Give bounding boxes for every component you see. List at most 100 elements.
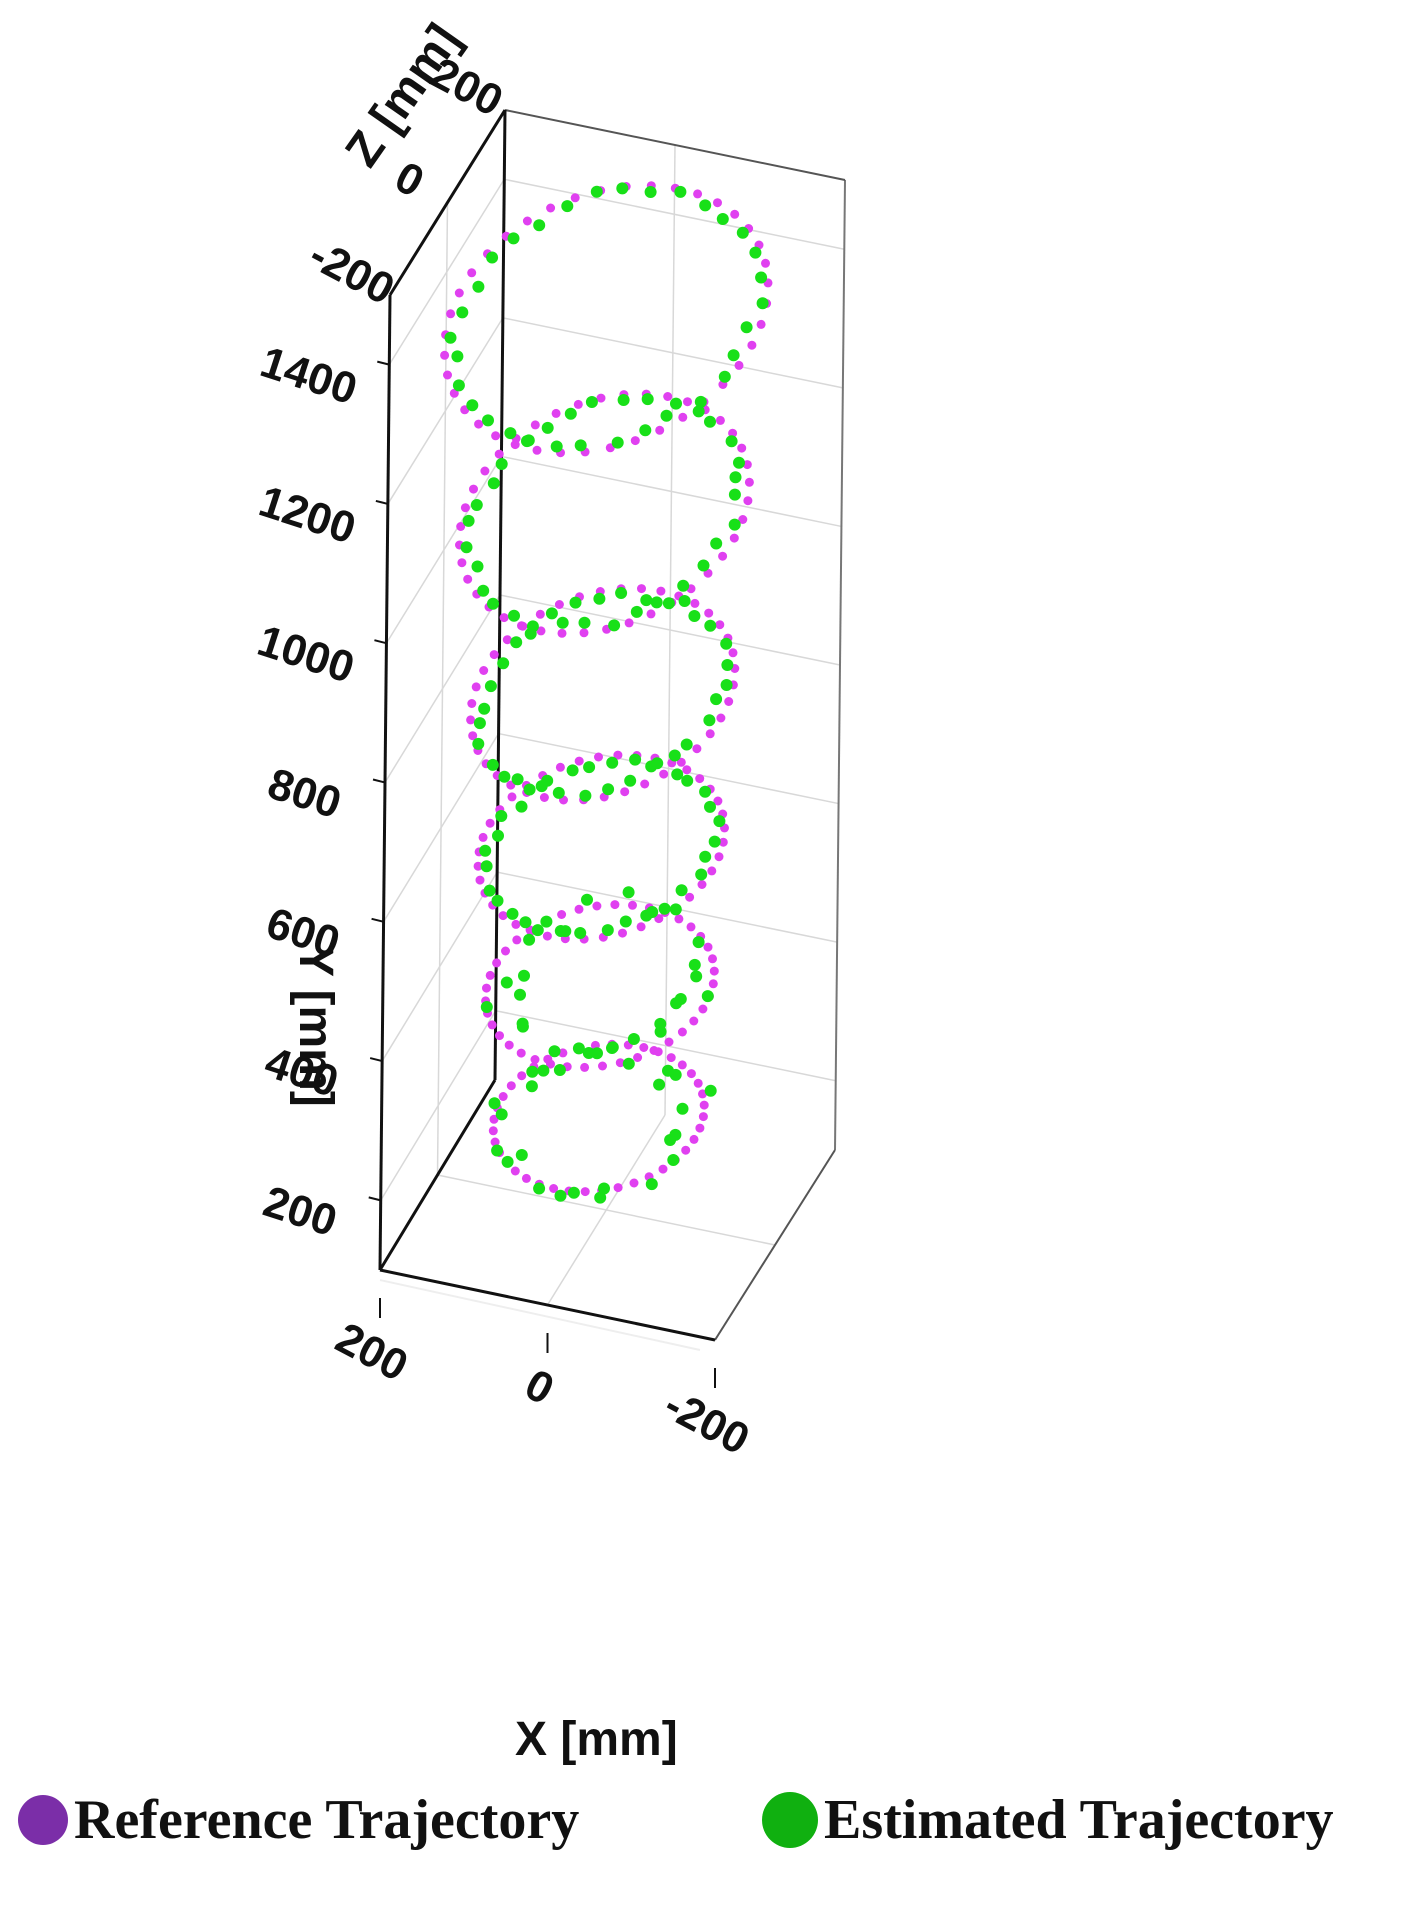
estimated-point	[452, 379, 465, 392]
reference-point	[715, 620, 725, 630]
estimated-point	[692, 936, 705, 949]
estimated-point	[554, 925, 567, 937]
estimated-point	[721, 659, 734, 671]
reference-point	[708, 979, 718, 989]
reference-point	[557, 628, 567, 638]
reference-point	[467, 268, 477, 278]
estimated-point	[483, 884, 496, 897]
y-tick-mark	[369, 1057, 383, 1063]
reference-point	[506, 1081, 516, 1091]
estimated-point	[482, 414, 494, 427]
estimated-point	[598, 1182, 610, 1195]
estimated-point	[593, 592, 606, 605]
estimated-point	[556, 616, 569, 629]
estimated-point	[680, 738, 693, 751]
reference-point	[695, 774, 705, 784]
reference-point	[742, 460, 752, 470]
estimated-point	[704, 1084, 717, 1097]
reference-point	[440, 350, 450, 360]
grid-lines	[379, 109, 846, 1351]
reference-point	[518, 621, 528, 631]
estimated-point	[654, 1017, 667, 1030]
estimated-point	[487, 477, 500, 490]
estimated-point	[518, 969, 530, 982]
estimated-point	[548, 1045, 561, 1058]
estimated-point	[572, 1042, 585, 1055]
estimated-point	[662, 597, 675, 610]
reference-point	[542, 931, 552, 941]
estimated-point	[674, 993, 687, 1005]
estimated-point	[583, 761, 596, 774]
estimated-point	[675, 884, 688, 897]
estimated-point	[585, 396, 598, 408]
box-edge	[493, 109, 507, 1081]
reference-point	[510, 1166, 520, 1176]
estimated-point	[537, 1064, 550, 1077]
estimated-point	[488, 1097, 501, 1110]
estimated-point	[699, 785, 712, 798]
legend-item-estimated: Estimated Trajectory	[762, 1788, 1334, 1852]
grid-line	[437, 1174, 776, 1246]
reference-point	[677, 1027, 687, 1037]
estimated-point	[486, 758, 499, 771]
reference-point	[536, 626, 546, 636]
estimated-point	[471, 560, 484, 573]
reference-point	[655, 425, 665, 435]
reference-point	[692, 744, 702, 754]
reference-point	[558, 1048, 568, 1058]
y-tick-mark	[374, 639, 387, 645]
reference-point	[693, 1078, 703, 1088]
estimated-point	[740, 321, 753, 334]
estimated-point	[504, 427, 517, 440]
reference-point	[546, 203, 556, 213]
reference-point	[482, 983, 491, 993]
reference-point	[686, 1069, 696, 1079]
reference-point	[535, 609, 545, 619]
reference-point	[557, 910, 567, 919]
estimated-point	[710, 693, 723, 706]
reference-point	[713, 796, 723, 806]
reference-point	[443, 370, 452, 380]
estimated-point	[650, 596, 663, 609]
estimated-point	[608, 619, 621, 632]
estimated-point	[660, 409, 673, 422]
reference-point	[674, 914, 684, 924]
estimated-point	[516, 1017, 529, 1030]
reference-point	[489, 650, 499, 660]
y-tick-mark	[372, 778, 386, 784]
estimated-point	[492, 829, 504, 842]
reference-point	[574, 756, 584, 766]
estimated-point	[695, 868, 708, 881]
grid-line	[436, 202, 449, 1176]
estimated-point	[460, 541, 473, 554]
estimated-point	[497, 657, 510, 670]
estimated-point	[651, 757, 664, 770]
reference-point	[490, 1137, 500, 1147]
estimated-point	[523, 783, 536, 796]
estimated-point	[674, 185, 687, 198]
reference-point	[491, 431, 501, 441]
estimated-point	[495, 810, 508, 822]
estimated-point	[606, 1041, 619, 1054]
reference-point	[704, 608, 714, 618]
reference-point	[530, 1055, 540, 1064]
x-tick-label: 0	[517, 1360, 562, 1415]
reference-point	[666, 1053, 676, 1063]
estimated-point	[508, 609, 520, 622]
reference-point	[492, 958, 502, 968]
estimated-point	[718, 370, 731, 383]
estimated-point	[511, 773, 524, 786]
estimated-point	[567, 1186, 580, 1199]
legend: Reference Trajectory Estimated Trajector…	[0, 1770, 1407, 1890]
y-tick-label: 1000	[252, 616, 360, 693]
reference-point	[682, 765, 692, 775]
reference-point	[658, 1164, 668, 1174]
estimated-point	[451, 350, 464, 363]
estimated-point	[676, 1102, 689, 1115]
y-tick-label: 200	[258, 1177, 343, 1246]
estimated-point	[533, 219, 546, 232]
estimated-point	[491, 1144, 504, 1157]
estimated-point	[688, 958, 701, 971]
estimated-point	[500, 976, 513, 989]
